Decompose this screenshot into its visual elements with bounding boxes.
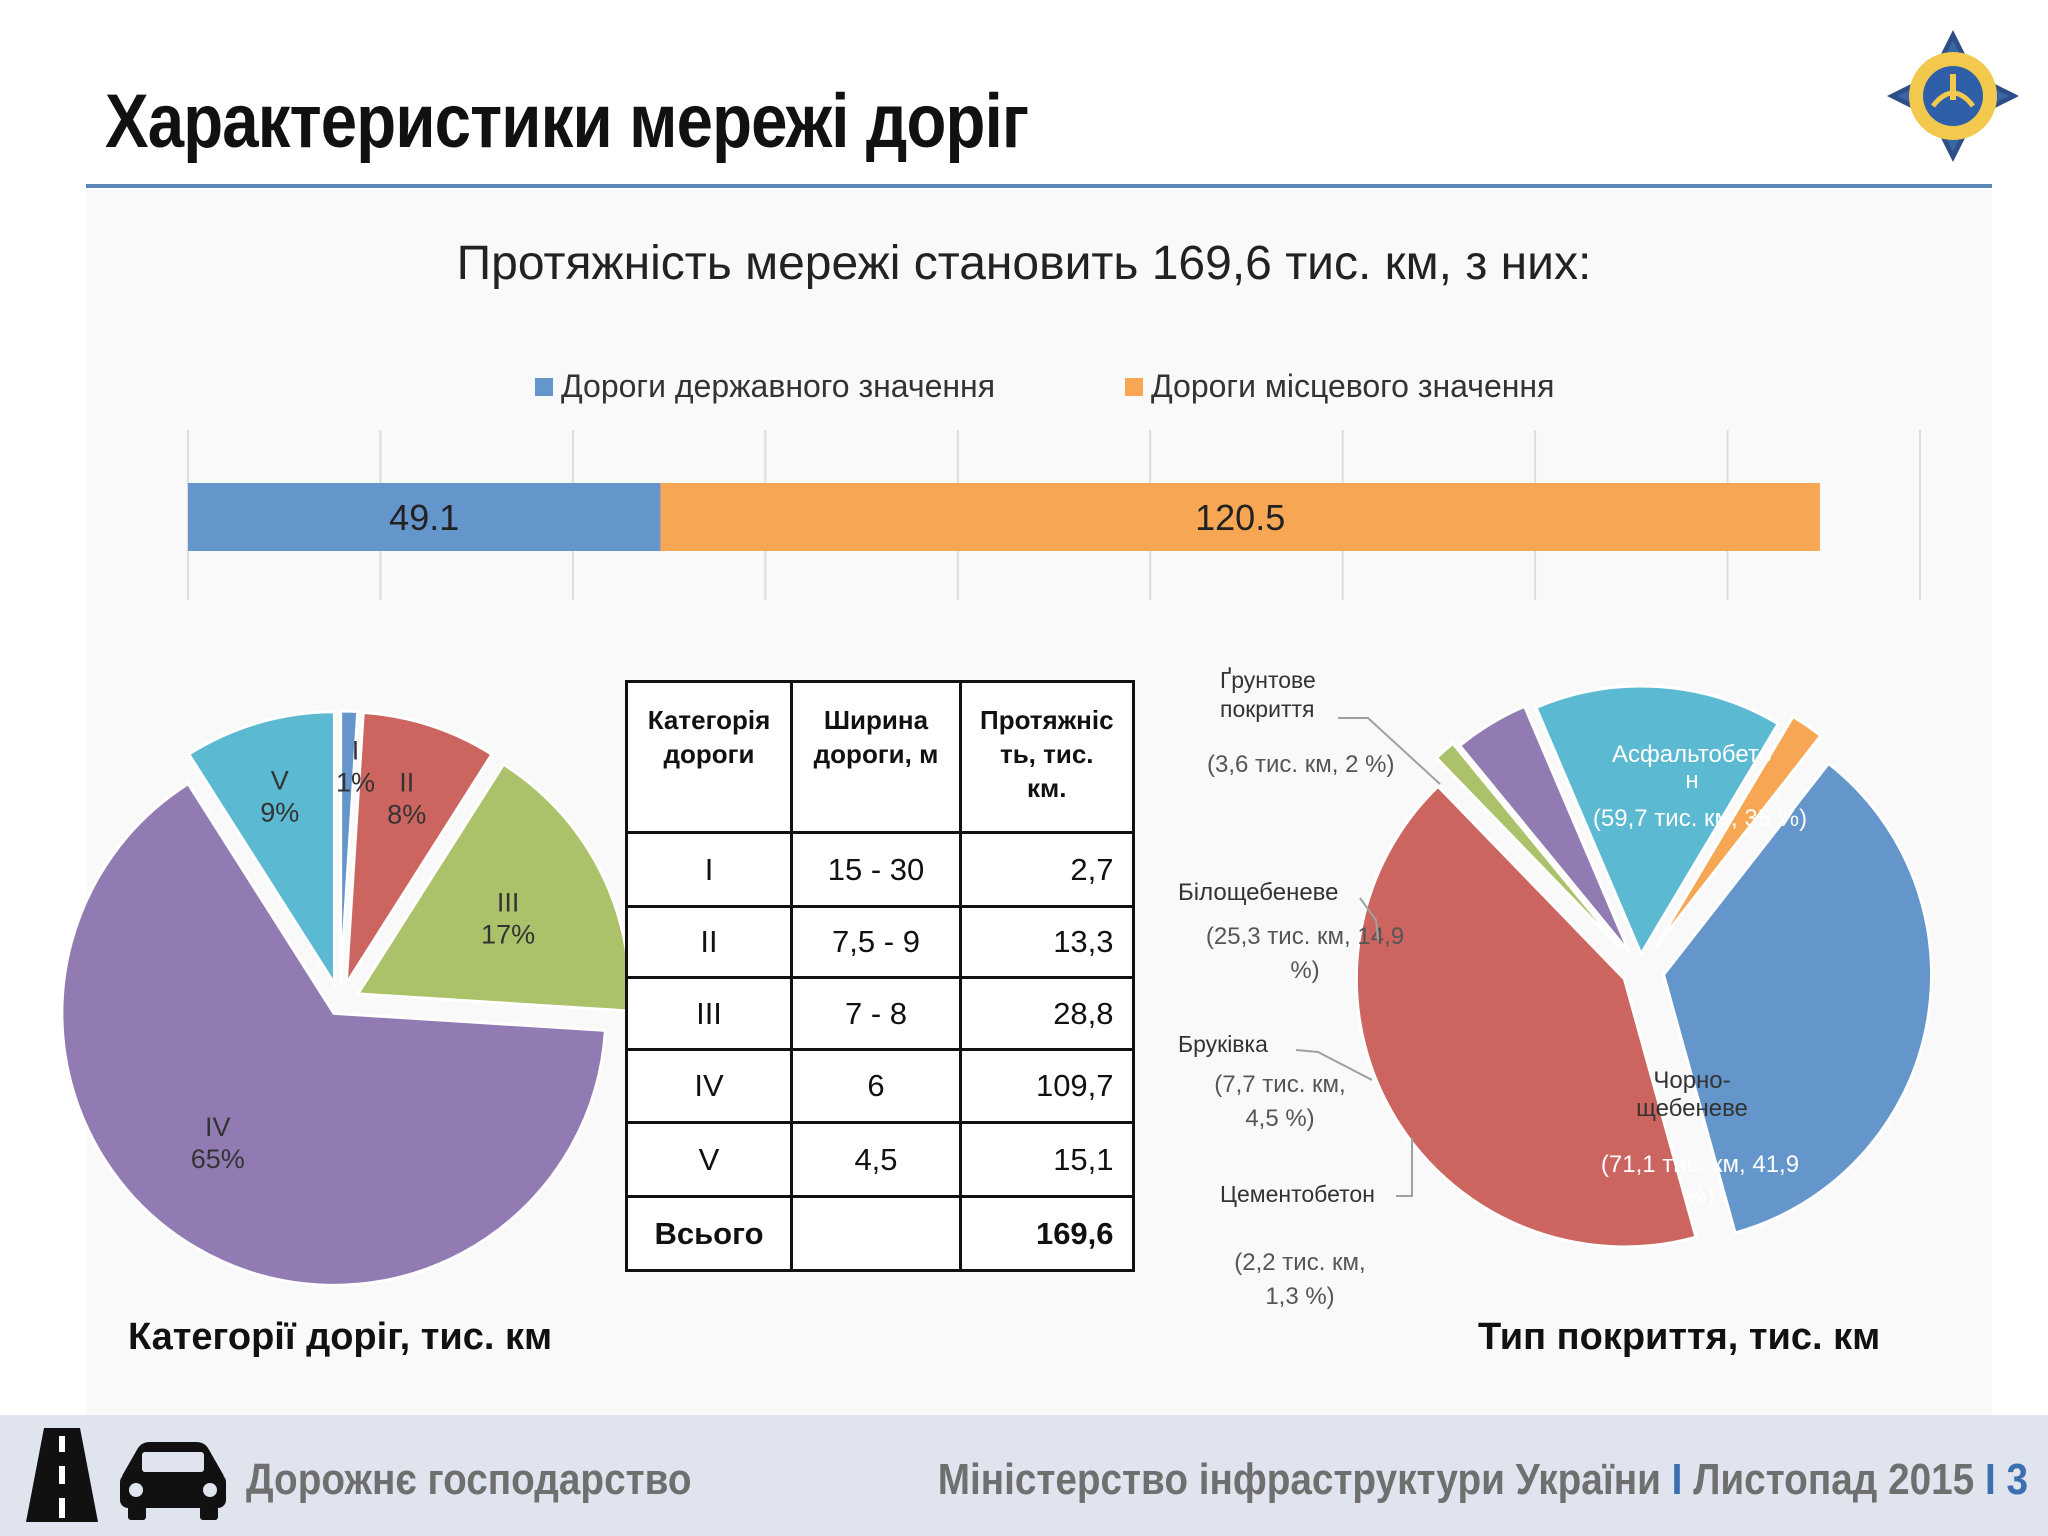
table-cell bbox=[790, 1195, 962, 1272]
category-pie-label: II 8% bbox=[387, 768, 426, 830]
table-cell: IV bbox=[625, 1048, 793, 1124]
category-pie-slice-0 bbox=[339, 709, 360, 984]
table-cell: 169,6 bbox=[959, 1195, 1135, 1272]
footer-section-title: Дорожнє господарство bbox=[246, 1455, 692, 1504]
surface-pie-slice-0 bbox=[1661, 761, 1934, 1235]
surface-pie-label: Асфальтобето н bbox=[1612, 741, 1772, 794]
surface-pie-detail: (3,6 тис. км, 2 %) bbox=[1207, 751, 1394, 778]
table-cell: 15,1 bbox=[959, 1121, 1135, 1198]
surface-pie-leader-line bbox=[1359, 897, 1379, 941]
table-cell: Всього bbox=[625, 1195, 793, 1272]
surface-pie-slice-4 bbox=[1534, 684, 1781, 958]
footer-bar bbox=[0, 1415, 2048, 1536]
footer-page-number: 3 bbox=[2006, 1455, 2028, 1504]
table-row: V 4,5 15,1 bbox=[625, 1121, 1135, 1198]
chart-subtitle: Протяжність мережі становить 169,6 тис. … bbox=[456, 237, 1592, 290]
legend-label: Дороги державного значення bbox=[561, 368, 996, 404]
table-cell: 6 bbox=[790, 1048, 962, 1124]
surface-pie-slice-3 bbox=[1457, 704, 1632, 954]
surface-pie-leader-line bbox=[1338, 717, 1441, 785]
table-row: II 7,5 - 9 13,3 bbox=[625, 905, 1135, 979]
table-row: III 7 - 8 28,8 bbox=[625, 976, 1135, 1051]
surface-pie-leader-line bbox=[1396, 1138, 1413, 1197]
table-cell: 13,3 bbox=[959, 905, 1135, 979]
bar-data-label: 120.5 bbox=[1195, 497, 1285, 538]
road-categories-table: Категорія дороги Ширина дороги, м Протяж… bbox=[625, 680, 1135, 1272]
table-header: Категорія дороги bbox=[625, 680, 793, 834]
legend-label: Дороги місцевого значення bbox=[1151, 368, 1555, 404]
table-cell: II bbox=[625, 905, 793, 979]
category-pie-label: V 9% bbox=[260, 766, 299, 828]
table-cell: 15 - 30 bbox=[790, 831, 962, 908]
surface-pie-label: Бруківка bbox=[1178, 1031, 1268, 1057]
table-cell: V bbox=[625, 1121, 793, 1198]
surface-pie-label: Ґрунтове покриття bbox=[1220, 666, 1316, 722]
table-cell: 7 - 8 bbox=[790, 976, 962, 1051]
category-pie-slice-4 bbox=[186, 710, 336, 989]
legend-swatch bbox=[1125, 377, 1143, 396]
table-header-row: Категорія дороги Ширина дороги, м Протяж… bbox=[625, 680, 1135, 834]
footer-meta: Міністерство інфраструктури України I Ли… bbox=[938, 1455, 2028, 1505]
surface-pie-detail: (71,1 тис. км, 41,9%) bbox=[1601, 1151, 1799, 1210]
surface-pie-detail: (25,3 тис. км, 14,9%) bbox=[1206, 923, 1404, 984]
table-total-row: Всього 169,6 bbox=[625, 1195, 1135, 1272]
category-pie-slice-3 bbox=[60, 781, 607, 1287]
bar-segment-local-roads bbox=[660, 483, 1820, 551]
footer-separator: I bbox=[1984, 1455, 1996, 1504]
caption-categories: Категорії доріг, тис. км bbox=[128, 1316, 553, 1358]
table-cell: 2,7 bbox=[959, 831, 1135, 908]
surface-pie-slice-5 bbox=[1654, 714, 1823, 948]
table-cell: 28,8 bbox=[959, 976, 1135, 1051]
surface-pie-leader-line bbox=[1295, 1049, 1373, 1081]
table-row: I 15 - 30 2,7 bbox=[625, 831, 1135, 908]
slide-title: Характеристики мережі доріг bbox=[105, 79, 1029, 164]
surface-pie-slice-2 bbox=[1434, 741, 1624, 952]
footer-date: Листопад 2015 bbox=[1693, 1455, 1975, 1504]
category-pie-label: III 17% bbox=[481, 887, 535, 949]
caption-surface: Тип покриття, тис. км bbox=[1478, 1316, 1881, 1358]
table-cell: I bbox=[625, 831, 793, 908]
footer-separator: I bbox=[1671, 1455, 1683, 1504]
footer-ministry: Міністерство інфраструктури України bbox=[937, 1455, 1661, 1504]
table-cell: III bbox=[625, 976, 793, 1051]
title-divider bbox=[86, 184, 1992, 188]
table-cell: 109,7 bbox=[959, 1048, 1135, 1124]
legend-item-local-roads: Дороги місцевого значення bbox=[1125, 368, 1554, 405]
surface-pie-label: Білощебеневе bbox=[1178, 879, 1339, 906]
table-cell: 4,5 bbox=[790, 1121, 962, 1198]
table-header: Протяжніс ть, тис. км. bbox=[959, 680, 1135, 834]
surface-pie-detail: (59,7 тис. км, 35 %) bbox=[1593, 805, 1807, 832]
legend-swatch bbox=[535, 377, 553, 396]
category-pie-label: I 1% bbox=[336, 736, 375, 798]
surface-pie-label: Цементобетон bbox=[1220, 1181, 1375, 1207]
legend-item-state-roads: Дороги державного значення bbox=[535, 368, 995, 405]
surface-pie-detail: (7,7 тис. км, 4,5 %) bbox=[1214, 1071, 1345, 1132]
bar-data-label: 49.1 bbox=[389, 497, 459, 538]
surface-pie-label: Чорно-щебеневе bbox=[1636, 1067, 1748, 1122]
bar-segment-state-roads bbox=[188, 483, 661, 551]
surface-pie-slice-1 bbox=[1354, 784, 1698, 1249]
surface-pie-detail: (2,2 тис. км, 1,3 %) bbox=[1234, 1249, 1365, 1310]
category-pie-label: IV 65% bbox=[191, 1112, 245, 1174]
category-pie-slice-1 bbox=[344, 710, 494, 985]
table-row: IV 6 109,7 bbox=[625, 1048, 1135, 1124]
table-cell: 7,5 - 9 bbox=[790, 905, 962, 979]
table-header: Ширина дороги, м bbox=[790, 680, 962, 834]
